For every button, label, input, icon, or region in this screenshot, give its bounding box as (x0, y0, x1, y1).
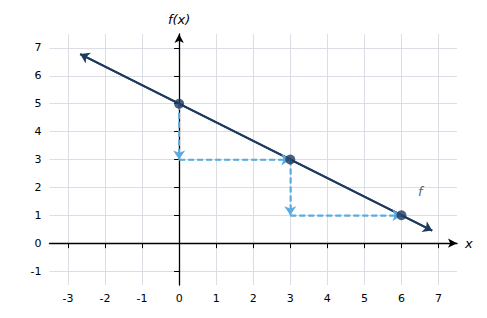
svg-text:1: 1 (213, 292, 220, 305)
svg-text:5: 5 (361, 292, 368, 305)
svg-text:7: 7 (435, 292, 442, 305)
svg-text:4: 4 (34, 125, 41, 138)
svg-text:7: 7 (34, 41, 41, 54)
svg-text:-2: -2 (100, 292, 111, 305)
svg-text:5: 5 (34, 97, 41, 110)
svg-text:4: 4 (324, 292, 331, 305)
svg-text:6: 6 (34, 69, 41, 82)
svg-text:x: x (464, 236, 473, 251)
svg-text:1: 1 (34, 209, 41, 222)
svg-text:-1: -1 (137, 292, 148, 305)
svg-text:3: 3 (34, 153, 41, 166)
svg-text:3: 3 (287, 292, 294, 305)
svg-text:6: 6 (398, 292, 405, 305)
svg-text:f: f (418, 184, 425, 199)
svg-text:0: 0 (176, 292, 183, 305)
svg-text:0: 0 (34, 237, 41, 250)
svg-text:2: 2 (34, 181, 41, 194)
svg-text:-1: -1 (30, 265, 41, 278)
svg-text:2: 2 (250, 292, 257, 305)
svg-text:-3: -3 (63, 292, 74, 305)
svg-text:f(x): f(x) (168, 12, 190, 27)
